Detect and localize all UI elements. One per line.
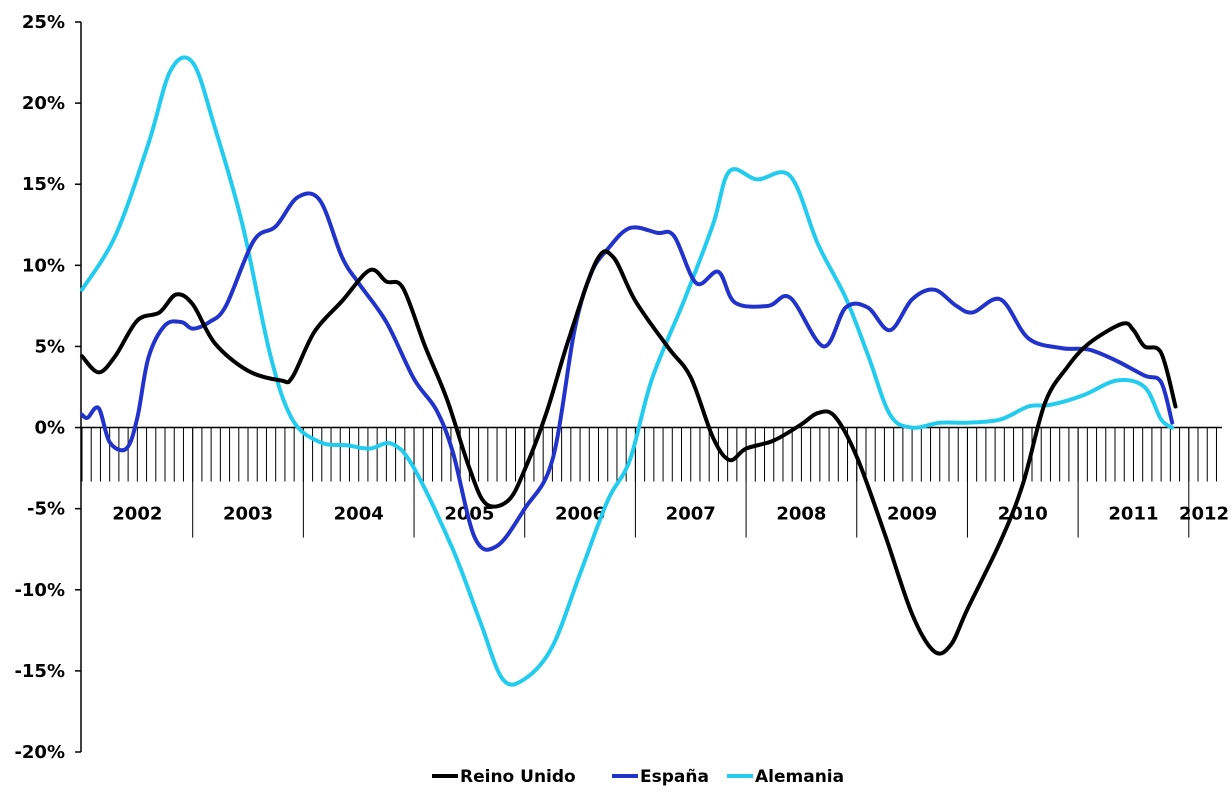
x-year-label: 2009: [887, 504, 937, 525]
y-tick-label: -20%: [14, 742, 65, 763]
y-tick-label: 0%: [34, 418, 65, 439]
series-line-alemania: [80, 55, 1175, 687]
series-line-reino-unido: [80, 249, 1178, 656]
y-tick-label: -5%: [27, 499, 65, 520]
y-tick-label: 5%: [34, 336, 65, 357]
x-year-label: 2004: [334, 504, 384, 525]
y-tick-label: 25%: [22, 12, 65, 33]
x-year-label: 2008: [776, 504, 826, 525]
x-year-label: 2007: [666, 504, 716, 525]
y-tick-label: -15%: [14, 661, 65, 682]
series-layer: [80, 55, 1178, 687]
legend-label-espana: España: [640, 767, 709, 787]
y-tick-label: 10%: [22, 255, 65, 276]
x-year-label: 2006: [555, 504, 605, 525]
x-year-label: 2012: [1179, 504, 1229, 525]
y-tick-label: 15%: [22, 174, 65, 195]
x-year-label: 2011: [1108, 504, 1158, 525]
x-year-label: 2003: [223, 504, 273, 525]
legend-label-reino-unido: Reino Unido: [460, 767, 576, 787]
y-tick-label: -10%: [14, 580, 65, 601]
axis-layer: 25% 20% 15% 10% 5% 0% -5% -10% -15% -20% 2002 2003 2…: [14, 12, 1229, 763]
x-year-label: 2010: [998, 504, 1048, 525]
x-year-label: 2002: [112, 504, 162, 525]
y-tick-label: 20%: [22, 93, 65, 114]
series-line-espana: [80, 191, 1175, 552]
legend: Reino Unido España Alemania: [432, 767, 844, 787]
legend-label-alemania: Alemania: [755, 767, 844, 787]
